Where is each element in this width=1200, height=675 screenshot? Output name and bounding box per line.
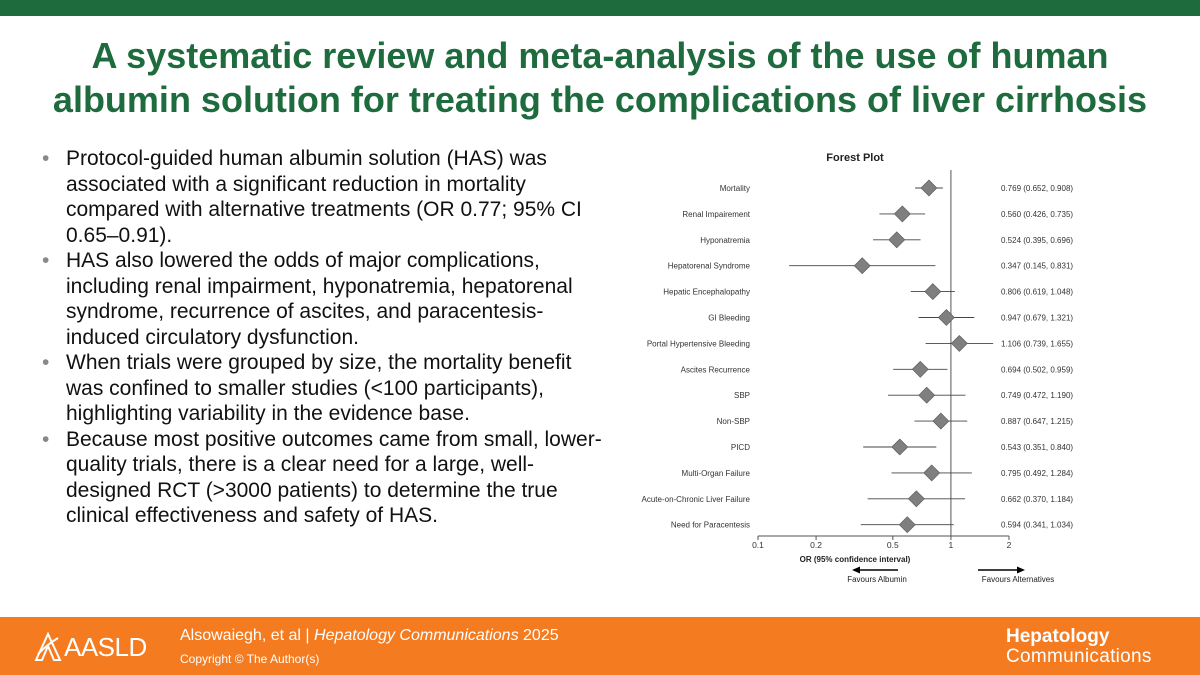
row-or-ci-text: 0.769 (0.652, 0.908) [1001,184,1073,193]
row-label: Mortality [720,184,750,193]
bullet-text: Protocol-guided human albumin solution (… [66,147,582,247]
bullet-item: • When trials were grouped by size, the m… [38,350,608,427]
bullet-text: HAS also lowered the odds of major compl… [66,249,573,349]
favours-left-arrowhead [852,566,860,574]
row-label: Renal Impairement [682,210,750,219]
x-axis-label: OR (95% confidence interval) [800,555,911,564]
row-or-ci-text: 0.524 (0.395, 0.696) [1001,236,1073,245]
bullet-dot-icon: • [42,147,50,170]
point-estimate-diamond [937,309,955,326]
journal-logo-line-2: Communications [1006,646,1152,667]
favours-right-label: Favours Alternatives [982,575,1054,584]
row-label: Portal Hypertensive Bleeding [647,339,750,348]
x-tick-label: 0.2 [810,540,822,550]
bullet-text: When trials were grouped by size, the mo… [66,351,572,425]
row-label: SBP [734,391,750,400]
row-or-ci-text: 0.543 (0.351, 0.840) [1001,443,1073,452]
bullet-list: • Protocol-guided human albumin solution … [38,146,608,529]
bullet-dot-icon: • [42,427,50,451]
bullet-dot-icon: • [42,351,50,374]
point-estimate-diamond [920,179,938,197]
row-or-ci-text: 0.887 (0.647, 1.215) [1001,417,1073,426]
aasld-logo: AASLD [34,630,154,662]
bullet-text: Because most positive outcomes came from… [66,427,602,528]
title-line-2: albumin solution for treating the compli… [52,79,1148,120]
row-label: Multi-Organ Failure [682,469,751,478]
bullet-dot-icon: • [42,249,50,272]
point-estimate-diamond [891,438,909,456]
row-label: Hyponatremia [700,236,750,245]
row-or-ci-text: 0.560 (0.426, 0.735) [1001,210,1073,219]
row-or-ci-text: 0.347 (0.145, 0.831) [1001,262,1073,271]
row-label: Hepatic Encephalopathy [663,288,750,297]
favours-left-label: Favours Albumin [847,575,907,584]
aasld-logo-text: AASLD [64,632,147,662]
point-estimate-diamond [888,231,906,249]
bullet-item: • HAS also lowered the odds of major comp… [38,248,608,350]
citation-year: 2025 [523,627,559,644]
bullet-item: • Protocol-guided human albumin solution … [38,146,608,248]
point-estimate-diamond [898,516,916,534]
row-or-ci-text: 0.749 (0.472, 1.190) [1001,391,1073,400]
row-label: Acute-on-Chronic Liver Failure [642,495,751,504]
row-or-ci-text: 0.947 (0.679, 1.321) [1001,314,1073,323]
point-estimate-diamond [907,490,925,508]
point-estimate-diamond [853,257,871,275]
favours-right-arrowhead [1017,566,1025,574]
slide-title: A systematic review and meta-analysis of… [0,34,1200,122]
point-estimate-diamond [893,205,911,223]
title-line-1: A systematic review and meta-analysis of… [91,35,1109,76]
chart-title: Forest Plot [826,152,884,164]
citation-journal: Hepatology Communications [314,627,519,644]
row-or-ci-text: 0.806 (0.619, 1.048) [1001,288,1073,297]
point-estimate-diamond [911,360,929,378]
row-label: Hepatorenal Syndrome [668,262,751,271]
citation-separator: | [305,627,310,644]
point-estimate-diamond [932,412,950,430]
bullet-item: • Because most positive outcomes came fro… [38,427,608,529]
point-estimate-diamond [923,464,941,482]
row-or-ci-text: 0.694 (0.502, 0.959) [1001,365,1073,374]
citation: Alsowaiegh, et al | Hepatology Communica… [180,627,559,645]
forest-plot: Forest Plot 0.1 0.2 0.5 1 2 OR (95% confidence… [642,152,1074,584]
row-or-ci-text: 0.594 (0.341, 1.034) [1001,521,1073,530]
row-label: Non-SBP [717,417,750,426]
x-tick-label: 1 [949,540,954,550]
row-label: PICD [731,443,750,452]
journal-logo: Hepatology Communications [1006,627,1152,667]
point-estimate-diamond [950,334,968,352]
point-estimate-diamond [918,386,936,404]
x-tick-label: 0.5 [887,540,899,550]
footer-bar: AASLD Alsowaiegh, et al | Hepatology Com… [0,617,1200,675]
journal-logo-line-1: Hepatology [1006,626,1110,647]
x-tick-label: 0.1 [752,540,764,550]
row-label: Ascites Recurrence [681,365,751,374]
copyright-text: Copyright © The Author(s) [180,652,320,666]
top-bar [0,0,1200,16]
row-label: GI Bleeding [708,314,750,323]
citation-authors: Alsowaiegh, et al [180,627,301,644]
row-or-ci-text: 0.795 (0.492, 1.284) [1001,469,1073,478]
aasld-logo-icon [34,632,62,661]
point-estimate-diamond [924,283,942,301]
row-label: Need for Paracentesis [671,521,750,530]
row-or-ci-text: 1.106 (0.739, 1.655) [1001,339,1073,348]
x-tick-label: 2 [1007,540,1012,550]
row-or-ci-text: 0.662 (0.370, 1.184) [1001,495,1073,504]
